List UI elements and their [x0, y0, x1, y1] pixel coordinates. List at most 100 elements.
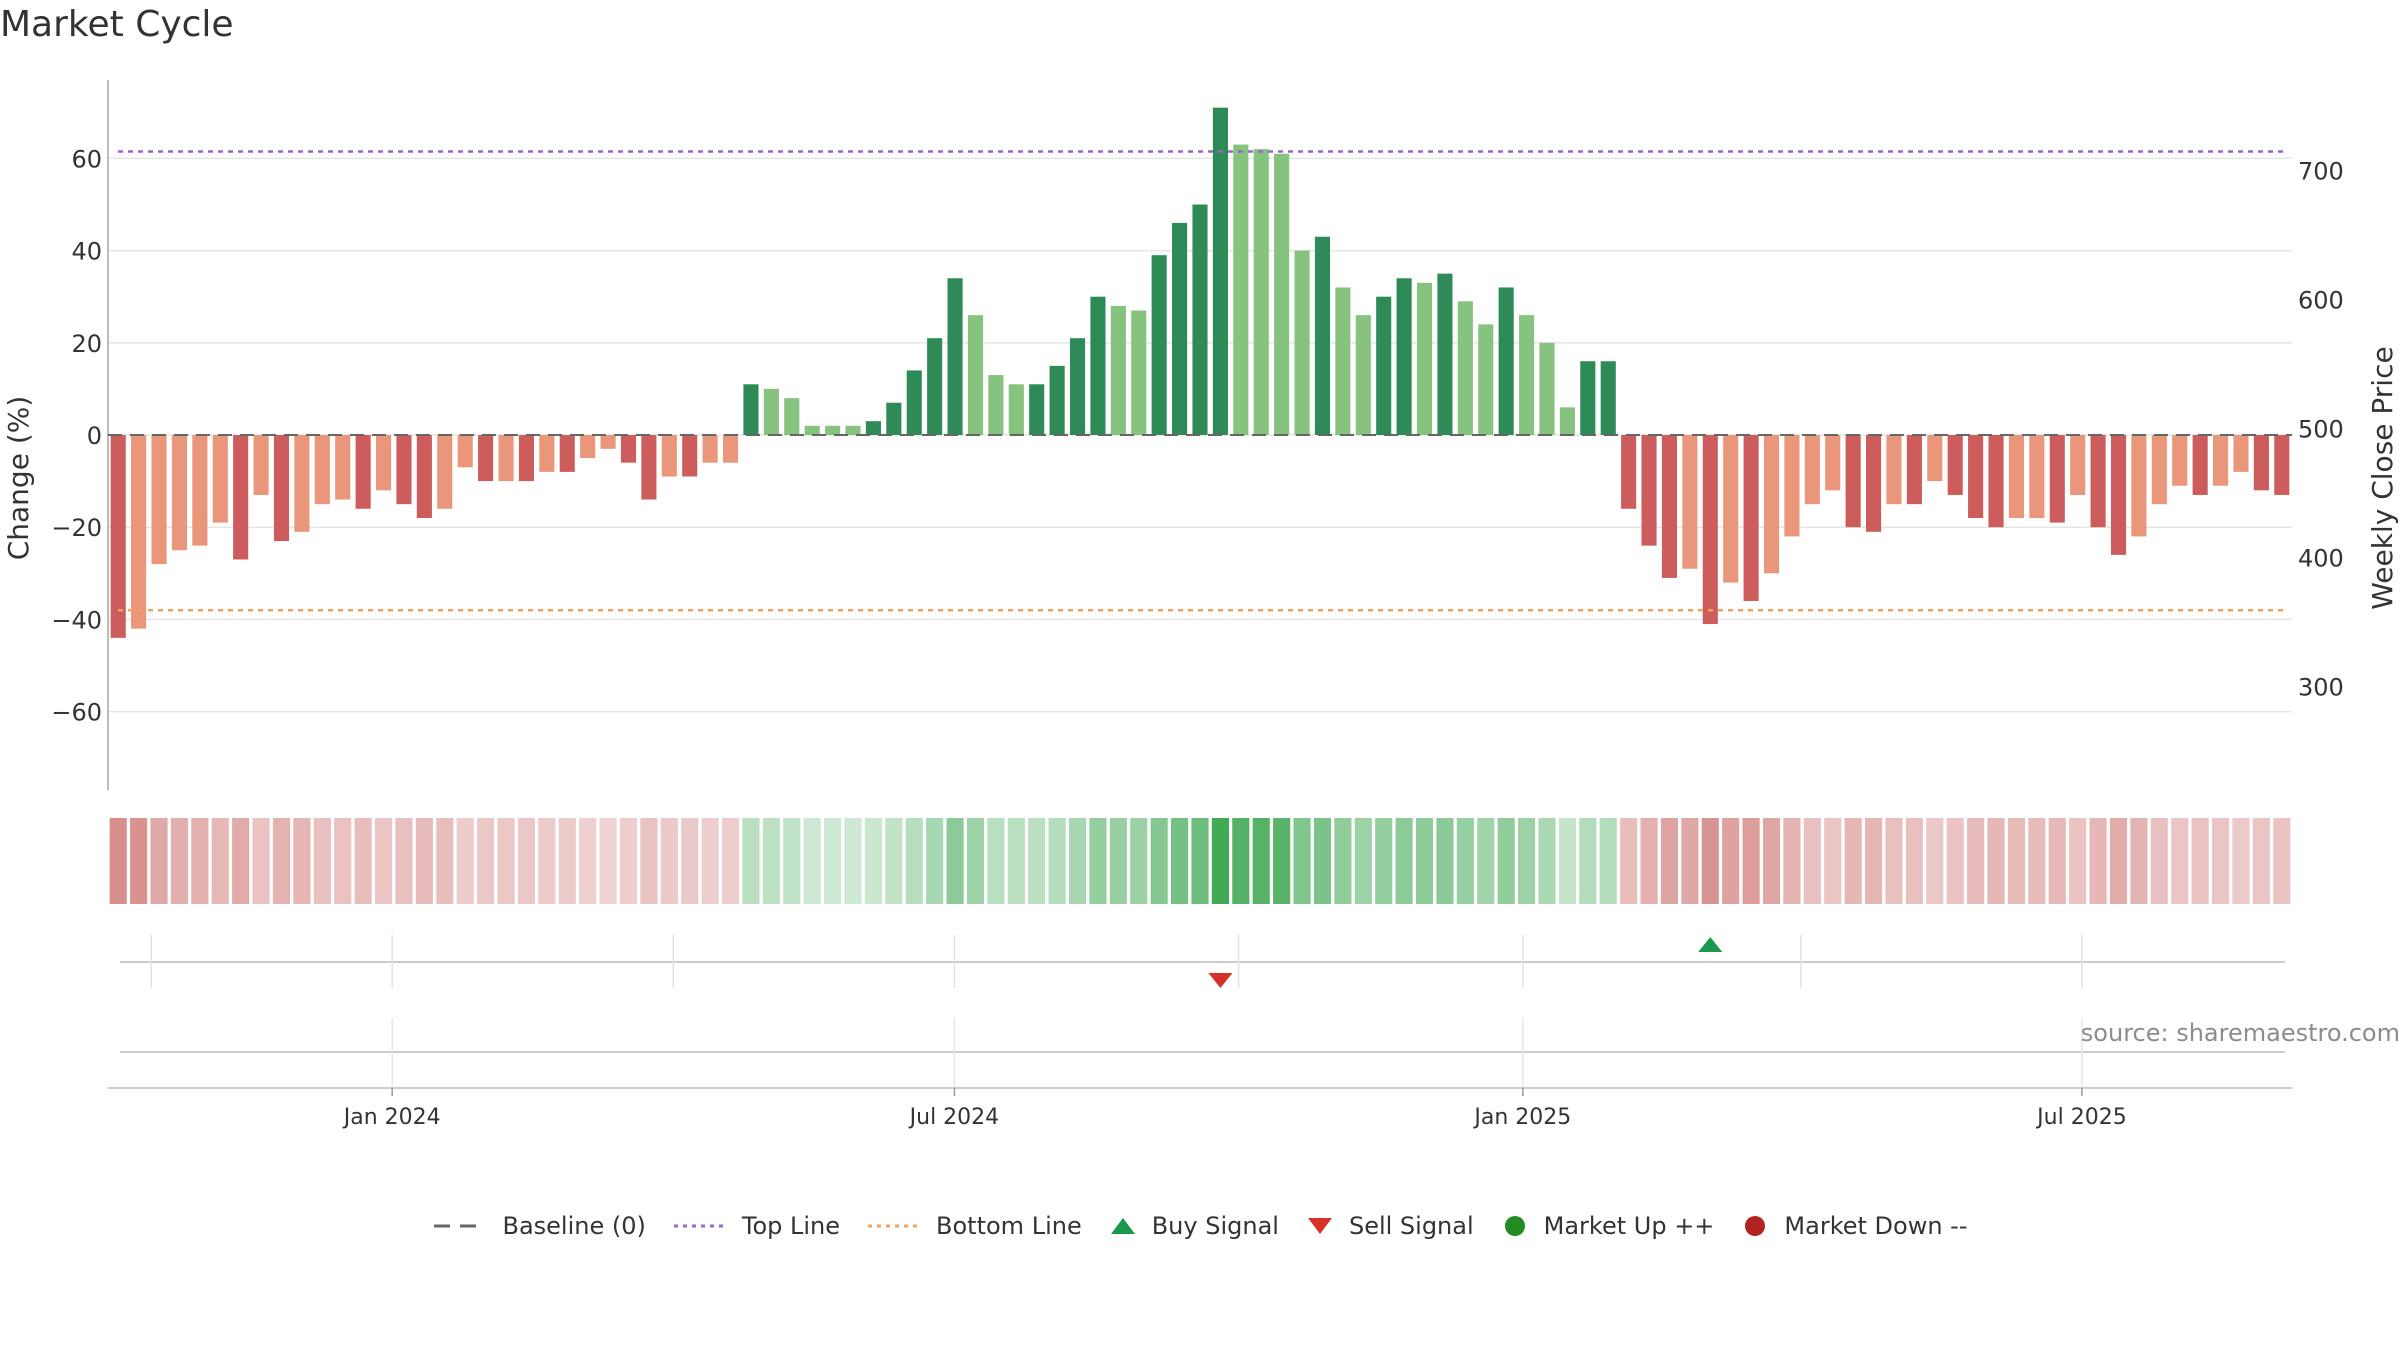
change-bar — [1539, 342, 1555, 435]
change-bar — [2253, 435, 2269, 491]
change-bar — [1702, 435, 1718, 625]
heat-cell — [1171, 818, 1189, 904]
change-bar — [437, 435, 453, 509]
heat-cell — [2007, 818, 2026, 904]
change-bar — [682, 435, 698, 477]
x-tick-label: Jan 2025 — [1472, 1105, 1571, 1130]
axes: 60 40 20 0 −20 −40 −60 700 600 500 400 300 — [51, 80, 2344, 790]
change-bar — [396, 435, 412, 505]
change-bar — [1172, 222, 1188, 435]
change-bar — [1519, 315, 1535, 435]
heat-cell — [334, 818, 352, 904]
change-bar — [478, 435, 494, 482]
dotted-line-icon — [868, 1224, 921, 1228]
y2-tick-label: 700 — [2298, 157, 2344, 185]
change-bar — [1804, 435, 1820, 505]
change-bar — [1335, 287, 1351, 435]
triangle-down-icon — [1307, 1218, 1332, 1234]
heat-cell — [640, 818, 658, 904]
heat-cell — [619, 818, 638, 904]
change-bar — [1498, 287, 1514, 435]
change-bar — [1478, 324, 1494, 435]
heat-cell — [313, 818, 331, 904]
heat-cell — [1722, 818, 1740, 904]
change-bar — [1866, 435, 1882, 532]
y2-tick-label: 500 — [2298, 416, 2344, 444]
legend-item-baseline: Baseline (0) — [432, 1212, 646, 1240]
change-bar — [804, 425, 820, 435]
heat-cell — [1497, 818, 1515, 904]
circle-icon — [1504, 1216, 1525, 1236]
change-bar — [2008, 435, 2025, 518]
heat-cell — [1354, 818, 1372, 904]
chart-title: Market Cycle — [0, 4, 234, 45]
change-bar — [314, 435, 330, 505]
market-cycle-chart: 60 40 20 0 −20 −40 −60 700 600 500 400 300 Jan 2024… — [2, 80, 2399, 1130]
heat-cell — [415, 818, 433, 904]
change-bar — [1029, 384, 1045, 435]
heat-cell — [232, 818, 250, 904]
change-bar — [2029, 435, 2045, 518]
y-axis-label: Change (%) — [2, 396, 35, 561]
change-bar — [1212, 107, 1228, 435]
change-bar — [110, 435, 126, 638]
legend-item-market-down: Market Down -- — [1740, 1212, 1968, 1240]
heat-cell — [456, 818, 474, 904]
heat-cell — [1967, 818, 1985, 904]
change-bar — [1314, 236, 1331, 435]
change-bar — [1151, 255, 1167, 435]
heat-cell — [1803, 818, 1821, 904]
buy-signal-marker — [1698, 937, 1723, 952]
y-tick-label: 0 — [87, 422, 102, 450]
heat-cell — [2273, 818, 2291, 904]
change-bar — [2070, 435, 2086, 495]
change-bar — [988, 375, 1004, 435]
heat-cell — [1150, 818, 1168, 904]
change-bar — [600, 435, 616, 449]
heat-cell — [1456, 818, 1474, 904]
market-track — [120, 1018, 2285, 1088]
change-bar — [641, 435, 657, 500]
y2-axis-label: Weekly Close Price — [2366, 346, 2399, 609]
heat-cell — [1048, 818, 1066, 904]
heat-cell — [1130, 818, 1148, 904]
heat-cell — [599, 818, 617, 904]
change-bar — [580, 435, 596, 459]
heat-cell — [1762, 818, 1781, 904]
change-bar — [2172, 435, 2188, 486]
legend-item-top-line: Top Line — [672, 1212, 840, 1240]
heat-cell — [538, 818, 556, 904]
signal-track — [120, 935, 2285, 988]
change-bar — [1784, 435, 1800, 537]
heat-cell — [130, 818, 148, 904]
reference-lines — [108, 150, 2292, 612]
change-bar — [1763, 435, 1780, 574]
change-bar — [1600, 361, 1616, 435]
heat-cell — [1640, 818, 1658, 904]
x-axis: Jan 2024 Jul 2024 Jan 2025 Jul 2025 — [108, 1087, 2292, 1130]
change-bar — [1437, 273, 1453, 435]
heat-cell — [2211, 818, 2230, 904]
sell-signal-marker — [1208, 973, 1233, 988]
heat-cell — [2232, 818, 2250, 904]
y-tick-label: 40 — [71, 238, 102, 266]
heat-cell — [966, 818, 985, 904]
change-bar — [1355, 315, 1371, 435]
heat-cell — [170, 818, 189, 904]
change-bar — [2049, 435, 2065, 523]
heat-cell — [1293, 818, 1311, 904]
change-bar — [784, 398, 800, 435]
change-bar — [906, 370, 922, 435]
change-bar — [1049, 365, 1065, 435]
heat-cell — [109, 818, 127, 904]
heat-cell — [1987, 818, 2005, 904]
dotted-line-icon — [673, 1224, 726, 1228]
y-tick-label: 20 — [71, 330, 102, 358]
heat-cell — [2191, 818, 2209, 904]
change-bar — [355, 435, 371, 509]
heat-cell — [1007, 818, 1025, 904]
heat-cell — [1742, 818, 1760, 904]
change-bar — [1294, 250, 1310, 435]
change-bar — [1192, 204, 1208, 435]
heat-cell — [844, 818, 862, 904]
